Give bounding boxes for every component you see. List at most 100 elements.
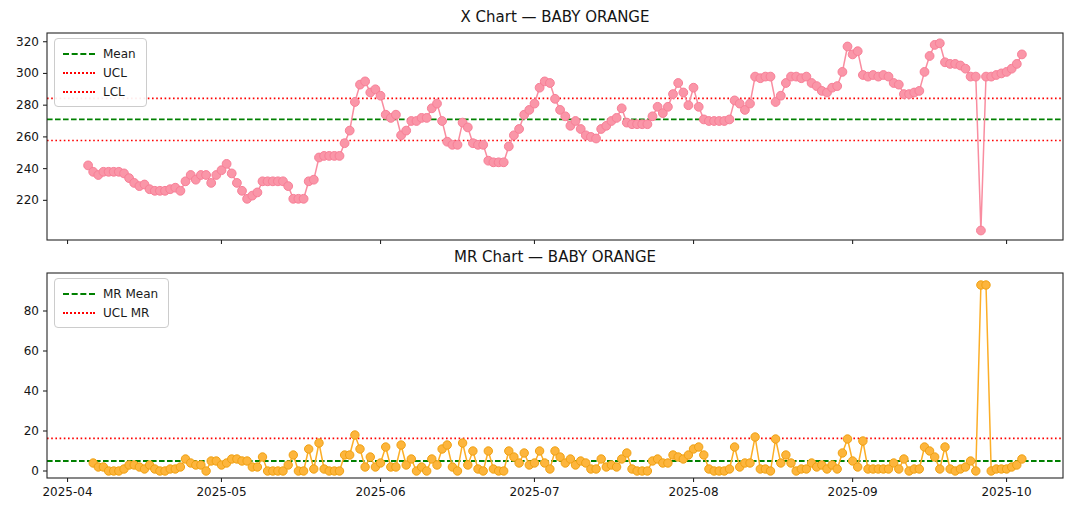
data-point [423, 467, 431, 475]
data-point [1018, 50, 1027, 59]
data-point [776, 91, 785, 100]
data-point [694, 102, 703, 111]
data-point [438, 117, 447, 126]
data-point [253, 463, 261, 471]
data-point [376, 459, 384, 467]
data-point [833, 82, 842, 91]
x-tick-label: 2025-05 [196, 485, 246, 499]
data-point [971, 72, 980, 81]
x-chart-legend: Mean UCL LCL [54, 38, 147, 107]
data-point [669, 90, 678, 99]
data-point [546, 465, 554, 473]
data-point [289, 451, 297, 459]
data-point [730, 443, 738, 451]
data-point [284, 461, 292, 469]
data-point [463, 123, 472, 132]
data-point [643, 120, 652, 129]
data-point [376, 91, 385, 100]
data-point [453, 467, 461, 475]
data-point [484, 447, 492, 455]
legend-label-lcl: LCL [103, 85, 125, 99]
legend-item-ucl-mr: UCL MR [63, 303, 158, 322]
y-tick-label: 280 [16, 98, 39, 112]
data-point [530, 459, 538, 467]
data-point [284, 182, 293, 191]
data-point [782, 451, 790, 459]
data-point [894, 80, 903, 89]
data-point [351, 98, 360, 107]
y-tick-label: 240 [16, 162, 39, 176]
mr-chart-title: MR Chart — BABY ORANGE [47, 248, 1063, 266]
data-point [464, 461, 472, 469]
data-point [700, 451, 708, 459]
data-point [443, 441, 451, 449]
data-point [915, 87, 924, 96]
y-tick-label: 20 [24, 424, 39, 438]
data-point [176, 463, 184, 471]
data-point [935, 39, 944, 48]
x-tick-label: 2025-04 [42, 485, 92, 499]
data-point [751, 433, 759, 441]
data-point [520, 449, 528, 457]
data-point [931, 453, 939, 461]
data-point [777, 459, 785, 467]
x-tick-label: 2025-08 [668, 485, 718, 499]
data-point [623, 449, 631, 457]
data-point [915, 465, 923, 473]
data-point [766, 72, 775, 81]
data-point [561, 112, 570, 121]
data-point [725, 465, 733, 473]
data-point [207, 179, 216, 188]
ucl-line-sample-icon [63, 72, 95, 74]
y-tick-label: 260 [16, 130, 39, 144]
data-point [982, 281, 990, 289]
data-point [345, 126, 354, 135]
data-point [361, 463, 369, 471]
mean-line-sample-icon [63, 53, 95, 55]
data-point [746, 459, 754, 467]
data-point [407, 455, 415, 463]
data-point [392, 463, 400, 471]
y-tick-label: 220 [16, 193, 39, 207]
data-point [515, 125, 524, 134]
data-point [895, 465, 903, 473]
data-point [402, 126, 411, 135]
legend-label-mean: Mean [103, 47, 136, 61]
data-point [453, 140, 462, 149]
data-point [612, 114, 621, 123]
data-point [500, 467, 508, 475]
data-point [340, 139, 349, 148]
data-point [1018, 455, 1026, 463]
data-point [530, 99, 539, 108]
data-point [366, 453, 374, 461]
ucl-mr-line-sample-icon [63, 312, 95, 314]
data-point [361, 77, 370, 86]
data-point [176, 186, 185, 195]
legend-label-mr-mean: MR Mean [103, 287, 158, 301]
data-point [571, 117, 580, 126]
data-point [771, 435, 779, 443]
data-point [305, 445, 313, 453]
data-point [612, 463, 620, 471]
legend-label-ucl: UCL [103, 66, 127, 80]
data-point [335, 152, 344, 161]
data-point [515, 459, 523, 467]
data-point [597, 455, 605, 463]
data-point [422, 114, 431, 123]
data-point [966, 457, 974, 465]
data-point [941, 443, 949, 451]
data-point [356, 445, 364, 453]
legend-item-lcl: LCL [63, 82, 136, 101]
data-point [315, 439, 323, 447]
data-point [535, 447, 543, 455]
data-point [746, 99, 755, 108]
y-tick-label: 40 [24, 384, 39, 398]
legend-item-mean: Mean [63, 44, 136, 63]
data-point [309, 175, 318, 184]
data-point [592, 134, 601, 143]
lcl-line-sample-icon [63, 91, 95, 93]
data-point [551, 94, 560, 103]
axes-frame [47, 33, 1063, 240]
data-point [643, 467, 651, 475]
data-point [977, 226, 986, 235]
